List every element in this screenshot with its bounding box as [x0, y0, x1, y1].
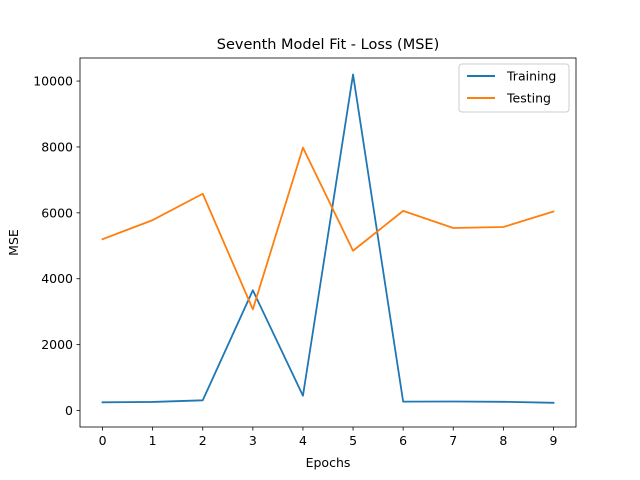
y-axis-ticks: 0 2000 4000 6000 8000 10000 — [33, 74, 80, 418]
x-tick-label: 6 — [399, 433, 407, 448]
y-tick-label: 2000 — [41, 337, 73, 352]
x-tick-label: 0 — [99, 433, 107, 448]
y-tick-label: 0 — [65, 403, 73, 418]
legend: Training Testing — [458, 63, 570, 113]
x-tick-label: 7 — [449, 433, 457, 448]
series-line-training — [101, 73, 555, 404]
x-tick-label: 4 — [299, 433, 307, 448]
series-line-testing — [101, 146, 555, 311]
x-tick-label: 3 — [249, 433, 257, 448]
x-tick-label: 1 — [149, 433, 157, 448]
x-tick-label: 8 — [499, 433, 507, 448]
chart-title: Seventh Model Fit - Loss (MSE) — [217, 37, 440, 53]
x-tick-label: 9 — [549, 433, 557, 448]
y-tick-label: 6000 — [41, 205, 73, 220]
x-axis-ticks: 0 1 2 3 4 5 6 7 8 9 — [99, 427, 557, 448]
legend-label-testing: Testing — [506, 91, 551, 106]
y-tick-label: 8000 — [41, 139, 73, 154]
series-layer — [101, 73, 555, 404]
y-tick-label: 4000 — [41, 271, 73, 286]
x-tick-label: 5 — [349, 433, 357, 448]
x-axis-label: Epochs — [306, 455, 351, 470]
legend-label-training: Training — [506, 69, 556, 84]
plot-frame — [79, 57, 577, 428]
x-tick-label: 2 — [199, 433, 207, 448]
y-axis-label: MSE — [6, 229, 21, 256]
y-tick-label: 10000 — [33, 74, 73, 89]
